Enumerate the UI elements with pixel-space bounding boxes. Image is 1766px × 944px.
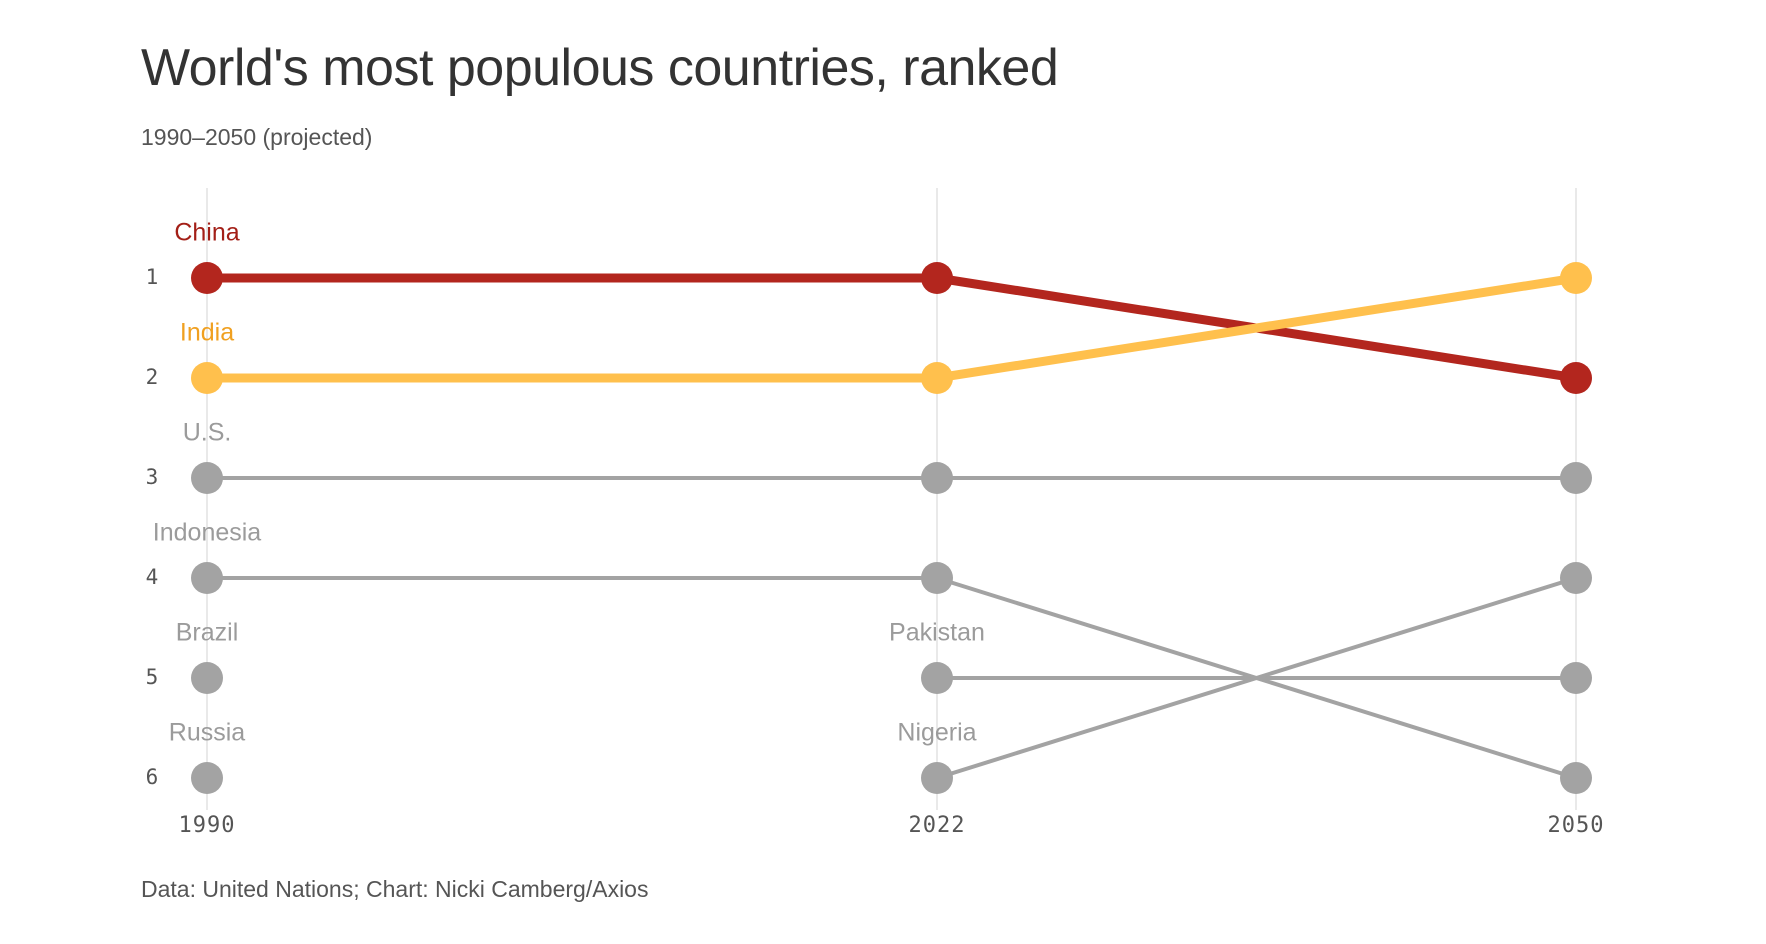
x-tick-label: 2022 (909, 813, 966, 838)
data-point (191, 462, 223, 494)
y-tick-label: 1 (146, 265, 159, 289)
data-point (1560, 462, 1592, 494)
chart-source: Data: United Nations; Chart: Nicki Cambe… (141, 876, 649, 902)
line-layer (202, 273, 1581, 780)
series-line (202, 273, 1581, 383)
data-point (191, 362, 223, 394)
data-point (191, 662, 223, 694)
country-label: U.S. (183, 419, 232, 447)
data-point (921, 362, 953, 394)
data-point (921, 262, 953, 294)
country-label: Pakistan (889, 619, 985, 647)
series-line (935, 576, 1578, 780)
country-label: Nigeria (897, 719, 976, 747)
data-point (1560, 662, 1592, 694)
chart-subtitle: 1990–2050 (projected) (141, 124, 373, 150)
x-tick-label: 2050 (1548, 813, 1605, 838)
chart-title: World's most populous countries, ranked (141, 39, 1059, 97)
country-label: Russia (169, 719, 246, 747)
country-label: Brazil (176, 619, 239, 647)
data-point (191, 562, 223, 594)
data-point (191, 262, 223, 294)
data-point (921, 562, 953, 594)
data-point (1560, 262, 1592, 294)
text-layer: 1990 2022 2050 1 2 3 4 5 6 China India U.S. Indonesi… (146, 219, 1605, 838)
country-label: India (180, 319, 234, 347)
y-tick-label: 4 (146, 565, 159, 589)
y-tick-label: 3 (146, 465, 159, 489)
data-point (1560, 562, 1592, 594)
data-point (921, 662, 953, 694)
data-point (921, 462, 953, 494)
data-point (1560, 762, 1592, 794)
country-label: Indonesia (153, 519, 262, 547)
country-label: China (174, 219, 239, 247)
data-point (1560, 362, 1592, 394)
series-line (202, 273, 1581, 383)
point-layer (191, 262, 1592, 794)
data-point (191, 762, 223, 794)
y-tick-label: 5 (146, 665, 159, 689)
data-point (921, 762, 953, 794)
x-tick-label: 1990 (179, 813, 236, 838)
y-tick-label: 2 (146, 365, 159, 389)
y-tick-label: 6 (146, 765, 159, 789)
